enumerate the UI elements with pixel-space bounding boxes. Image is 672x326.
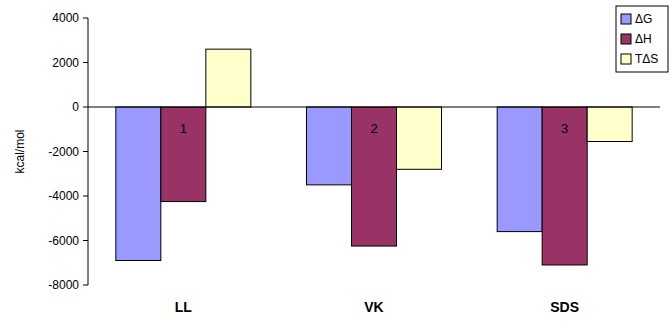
legend-label: ΔG [635,12,652,26]
y-tick [83,240,88,241]
y-tick [83,196,88,197]
bar [161,107,206,202]
legend-label: TΔS [635,52,658,66]
bar [352,107,397,246]
y-axis-label: kcal/mol [13,129,27,173]
chart: -8000 -6000 -4000 -2000 0 2000 4000 kcal/mol LL V… [0,0,672,326]
bar [542,107,587,265]
legend-swatch [621,54,631,64]
y-tick-label: -4000 [48,189,79,203]
bar [116,107,161,261]
annotation: 1 [180,121,187,136]
legend-box [616,6,668,72]
legend: ΔG ΔH TΔS [616,6,668,72]
bar [206,49,251,107]
bar [587,107,632,141]
bar [307,107,352,185]
x-tick-label: LL [175,299,193,315]
legend-label: ΔH [635,32,652,46]
annotation: 3 [561,121,568,136]
bars [116,49,632,265]
legend-swatch [621,14,631,24]
y-tick-label: -6000 [48,234,79,248]
x-tick-label: SDS [550,299,579,315]
y-tick-label: 4000 [52,11,79,25]
y-tick [83,107,88,108]
y-tick-label: 0 [72,100,79,114]
y-tick-label: -8000 [48,278,79,292]
annotation: 2 [370,121,377,136]
y-tick [83,285,88,286]
y-tick [83,18,88,19]
x-tick-label: VK [364,299,383,315]
bar [397,107,442,169]
bar [497,107,542,232]
y-tick-label: 2000 [52,56,79,70]
y-tick [83,62,88,63]
legend-swatch [621,34,631,44]
y-tick [83,151,88,152]
y-tick-label: -2000 [48,145,79,159]
x-axis [88,107,660,108]
